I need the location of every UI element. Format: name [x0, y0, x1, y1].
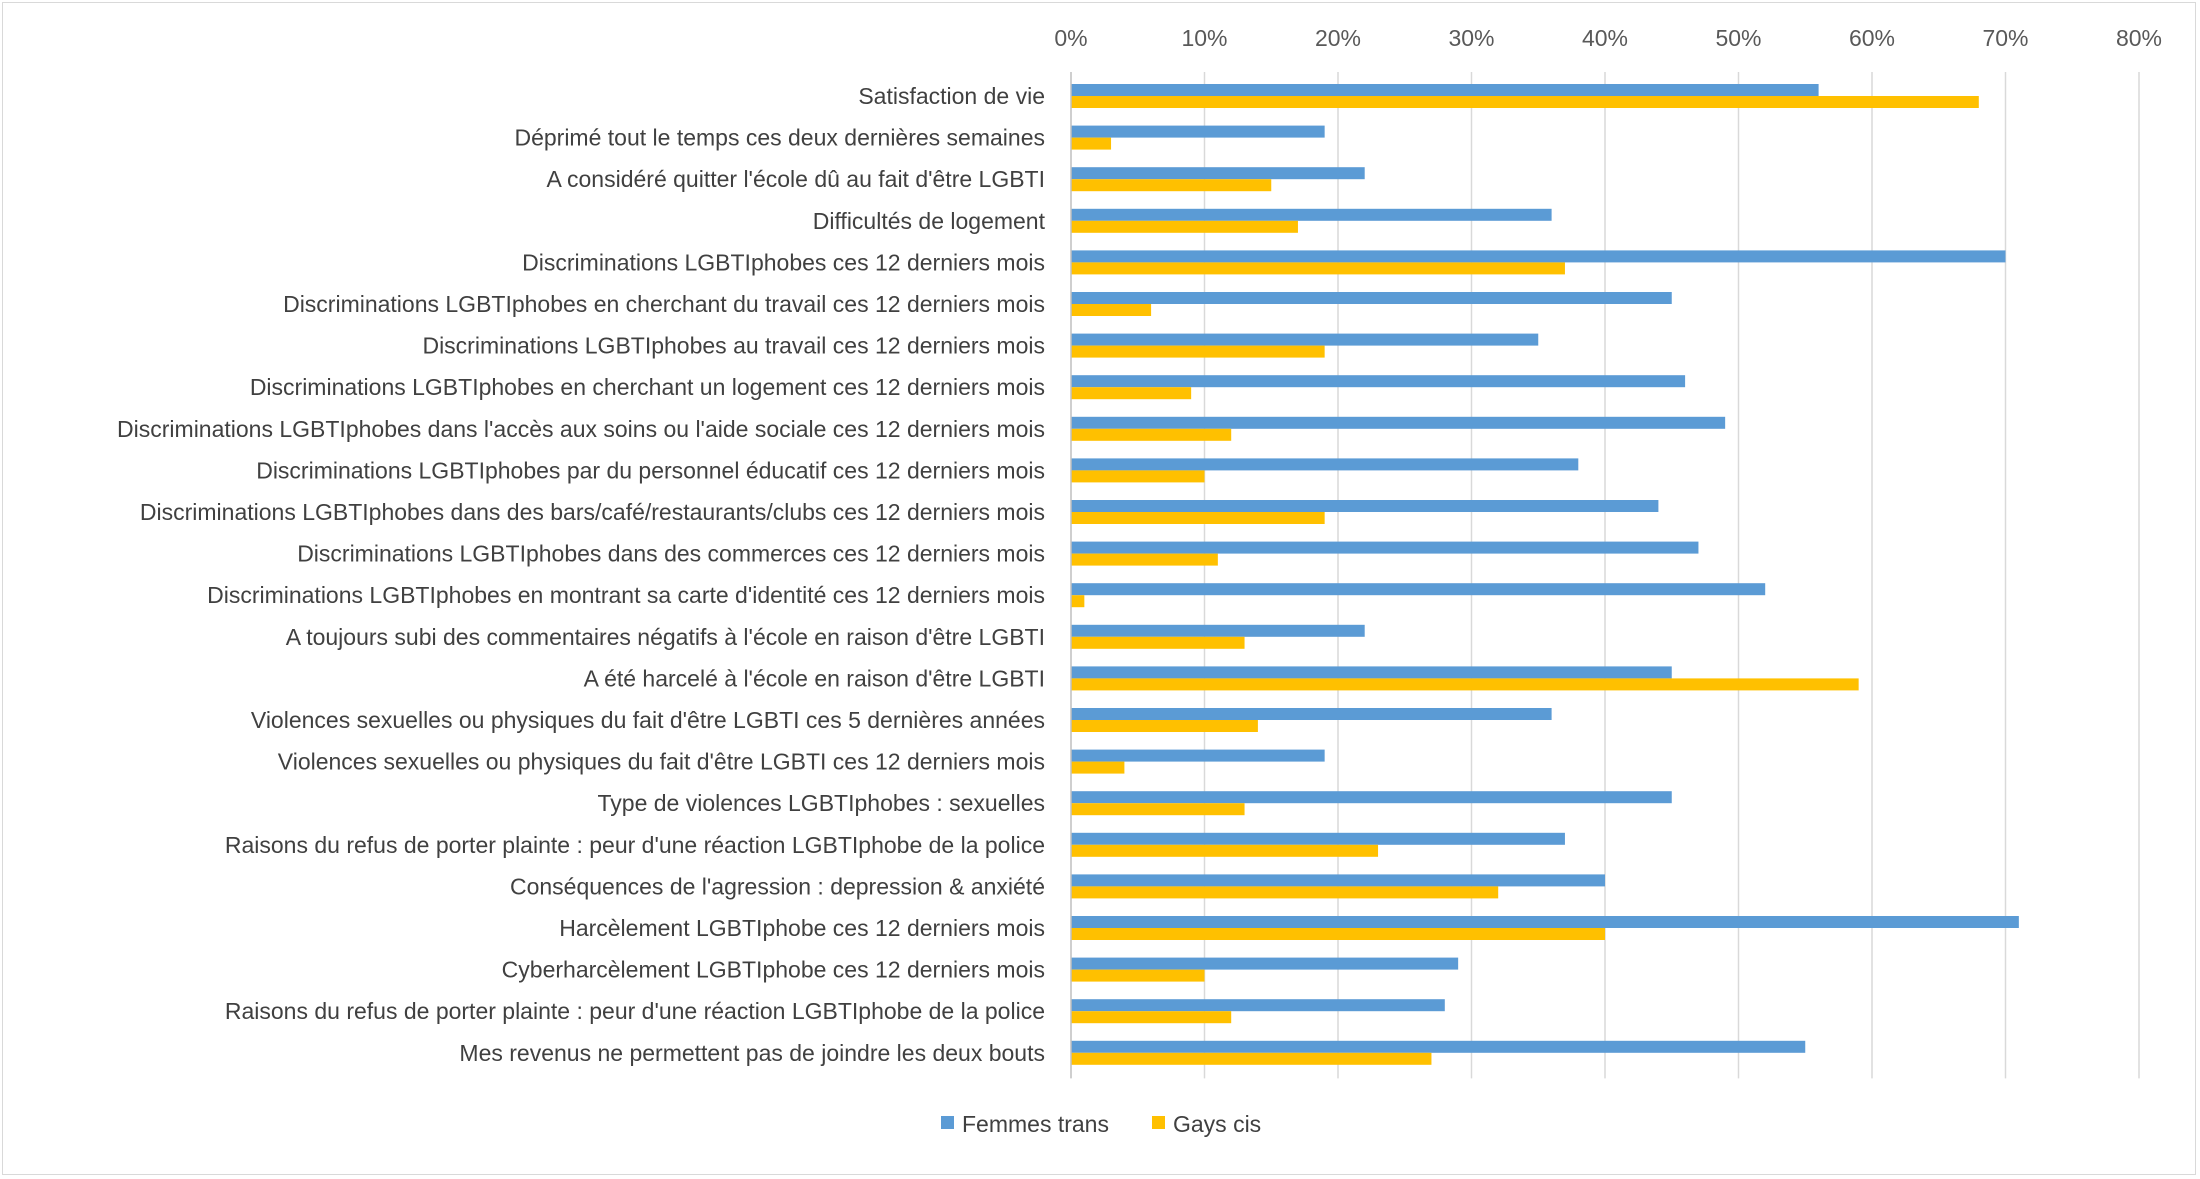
category-label: Discriminations LGBTIphobes ces 12 derni…: [522, 249, 1045, 275]
x-tick-label: 20%: [1315, 25, 1361, 51]
category-label: Cyberharcèlement LGBTIphobe ces 12 derni…: [502, 957, 1045, 983]
category-label: Discriminations LGBTIphobes dans des bar…: [140, 499, 1045, 525]
bar-femmes-trans: [1071, 333, 1539, 346]
bar-femmes-trans: [1071, 125, 1325, 138]
category-label: Satisfaction de vie: [858, 83, 1045, 109]
bar-femmes-trans: [1071, 583, 1766, 596]
bar-femmes-trans: [1071, 1040, 1806, 1053]
legend-swatch: [1152, 1116, 1165, 1129]
x-tick-label: 80%: [2116, 25, 2162, 51]
x-tick-label: 0%: [1054, 25, 1087, 51]
bar-femmes-trans: [1071, 500, 1659, 512]
category-label: Déprimé tout le temps ces deux dernières…: [514, 125, 1045, 151]
x-tick-label: 10%: [1181, 25, 1227, 51]
bar-femmes-trans: [1071, 791, 1672, 804]
bar-femmes-trans: [1071, 999, 1445, 1012]
bar-femmes-trans: [1071, 957, 1459, 970]
category-label: Raisons du refus de porter plainte : peu…: [225, 998, 1045, 1024]
bar-gays-cis: [1071, 1011, 1232, 1024]
bar-gays-cis: [1071, 720, 1258, 732]
bar-gays-cis: [1071, 387, 1192, 400]
bar-femmes-trans: [1071, 541, 1699, 554]
category-label: Harcèlement LGBTIphobe ces 12 derniers m…: [559, 915, 1045, 941]
category-label: Discriminations LGBTIphobes en cherchant…: [283, 291, 1045, 317]
x-axis-ticks: 0% 10% 20% 30% 40% 50% 60% 70% 80%: [1054, 25, 2162, 51]
category-label: Discriminations LGBTIphobes au travail c…: [422, 333, 1045, 359]
category-label: Violences sexuelles ou physiques du fait…: [251, 707, 1045, 733]
gridlines: [1203, 72, 2140, 1079]
x-tick-label: 30%: [1448, 25, 1494, 51]
legend-label: Gays cis: [1173, 1111, 1261, 1137]
bar-gays-cis: [1071, 595, 1085, 608]
bar-gays-cis: [1071, 969, 1205, 982]
category-label: A considéré quitter l'école dû au fait d…: [547, 166, 1045, 192]
bar-gays-cis: [1071, 1052, 1432, 1065]
bar-gays-cis: [1071, 220, 1298, 233]
bar-femmes-trans: [1071, 749, 1325, 762]
bar-gays-cis: [1071, 512, 1325, 524]
bar-femmes-trans: [1071, 167, 1365, 180]
x-tick-label: 70%: [1982, 25, 2028, 51]
x-tick-label: 40%: [1582, 25, 1628, 51]
bar-gays-cis: [1071, 428, 1232, 441]
bar-femmes-trans: [1071, 916, 2019, 928]
bar-femmes-trans: [1071, 375, 1686, 388]
bar-femmes-trans: [1071, 416, 1726, 429]
category-label: A toujours subi des commentaires négatif…: [286, 624, 1045, 650]
bar-femmes-trans: [1071, 624, 1365, 637]
bar-gays-cis: [1071, 803, 1245, 816]
bar-gays-cis: [1071, 761, 1125, 774]
bar-gays-cis: [1071, 262, 1565, 275]
bar-gays-cis: [1071, 844, 1379, 857]
category-label: Discriminations LGBTIphobes dans des com…: [297, 541, 1045, 567]
bar-femmes-trans: [1071, 292, 1672, 304]
category-label: A été harcelé à l'école en raison d'être…: [584, 665, 1045, 691]
bar-gays-cis: [1071, 304, 1152, 316]
x-tick-label: 50%: [1715, 25, 1761, 51]
bar-gays-cis: [1071, 928, 1605, 940]
legend-swatch: [941, 1116, 954, 1129]
bar-gays-cis: [1071, 678, 1859, 691]
bar-gays-cis: [1071, 886, 1499, 899]
category-label: Discriminations LGBTIphobes en montrant …: [207, 582, 1045, 608]
bar-gays-cis: [1071, 553, 1218, 566]
bars: [1071, 84, 2019, 1065]
bar-gays-cis: [1071, 96, 1979, 108]
category-label: Difficultés de logement: [813, 208, 1046, 234]
category-label: Discriminations LGBTIphobes par du perso…: [256, 457, 1045, 483]
bar-femmes-trans: [1071, 708, 1552, 720]
bar-gays-cis: [1071, 137, 1112, 150]
category-label: Raisons du refus de porter plainte : peu…: [225, 832, 1045, 858]
bar-gays-cis: [1071, 345, 1325, 358]
category-label: Discriminations LGBTIphobes en cherchant…: [250, 374, 1045, 400]
bar-femmes-trans: [1071, 874, 1605, 887]
category-label: Violences sexuelles ou physiques du fait…: [278, 749, 1045, 775]
bar-femmes-trans: [1071, 250, 2006, 263]
legend: Femmes trans Gays cis: [941, 1111, 1261, 1137]
category-label: Type de violences LGBTIphobes : sexuelle…: [598, 790, 1045, 816]
bar-femmes-trans: [1071, 84, 1819, 96]
category-label: Mes revenus ne permettent pas de joindre…: [459, 1040, 1045, 1066]
bar-femmes-trans: [1071, 666, 1672, 679]
category-labels: Satisfaction de vie Déprimé tout le temps…: [117, 83, 1046, 1066]
bar-gays-cis: [1071, 179, 1272, 192]
bar-gays-cis: [1071, 636, 1245, 649]
bar-femmes-trans: [1071, 832, 1565, 845]
bar-femmes-trans: [1071, 458, 1579, 471]
category-label: Conséquences de l'agression : depression…: [510, 873, 1045, 899]
bar-femmes-trans: [1071, 208, 1552, 221]
legend-label: Femmes trans: [962, 1111, 1109, 1137]
x-tick-label: 60%: [1849, 25, 1895, 51]
category-label: Discriminations LGBTIphobes dans l'accès…: [117, 416, 1045, 442]
bar-gays-cis: [1071, 470, 1205, 483]
